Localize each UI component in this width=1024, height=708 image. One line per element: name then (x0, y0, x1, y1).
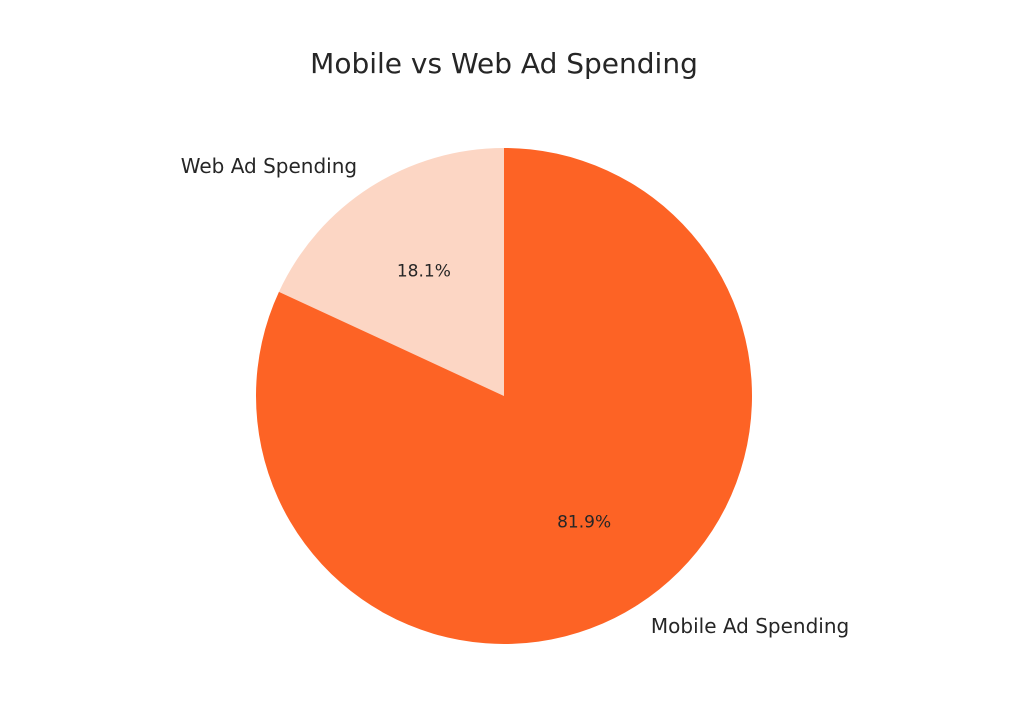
pie-slice-mobile-ad-spending (256, 148, 752, 644)
pie-labels: 18.1% Web Ad Spending 81.9% Mobile Ad Spend… (181, 154, 849, 638)
pie-slices (256, 148, 752, 644)
pct-label-mobile-ad-spending: 81.9% (557, 512, 611, 532)
pct-label-web-ad-spending: 18.1% (397, 262, 451, 282)
pie-slice-web-ad-spending (278, 148, 504, 396)
slice-label-mobile-ad-spending: Mobile Ad Spending (651, 614, 849, 638)
chart-title: Mobile vs Web Ad Spending (310, 47, 698, 80)
slice-label-web-ad-spending: Web Ad Spending (181, 154, 357, 178)
